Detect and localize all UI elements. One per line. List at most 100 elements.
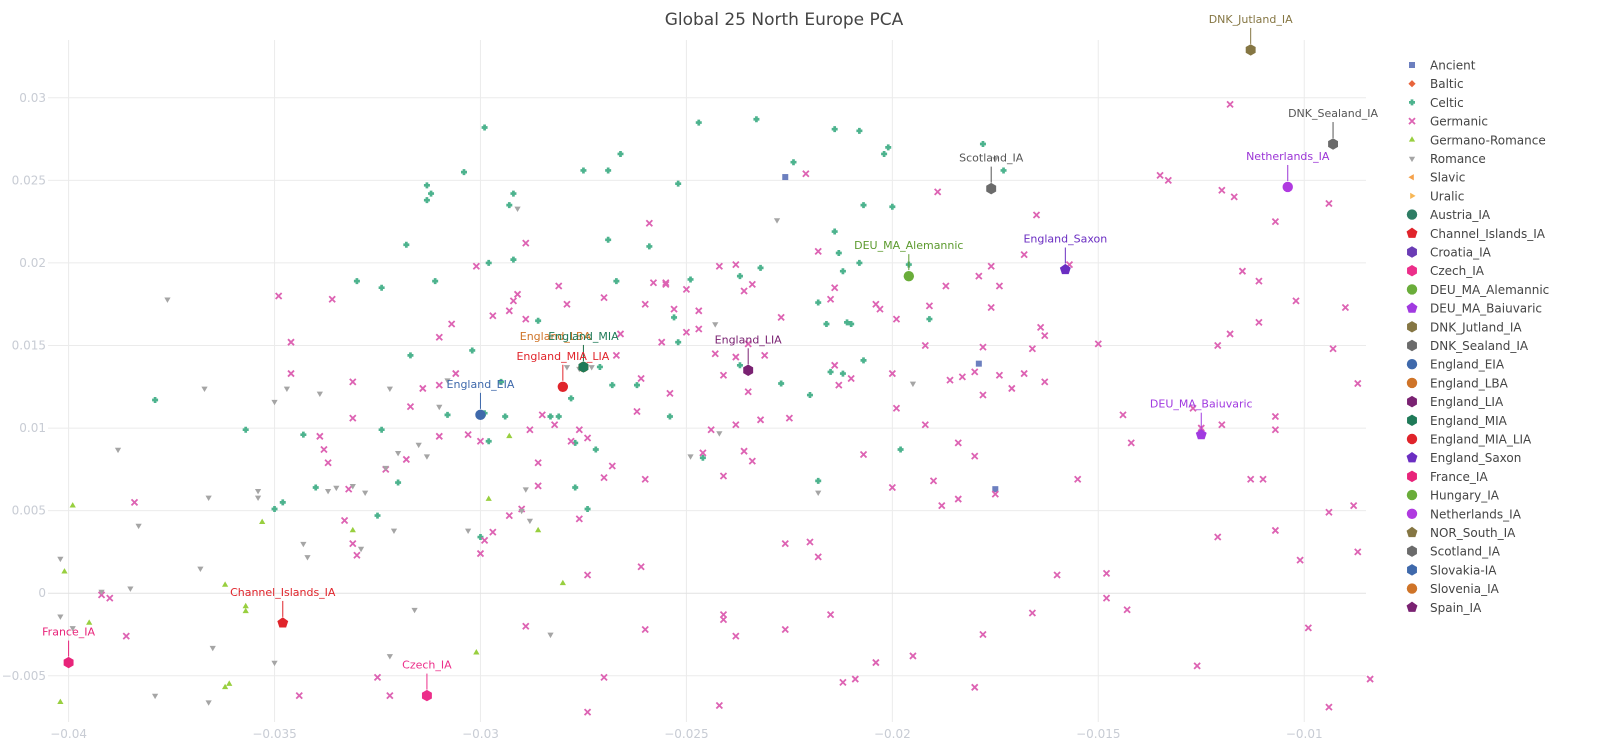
legend-marker	[1407, 470, 1417, 483]
legend-item[interactable]: Croatia_IA	[1407, 246, 1492, 260]
legend-marker	[1410, 192, 1416, 200]
data-point	[436, 404, 443, 411]
data-point	[572, 484, 579, 491]
data-point	[510, 256, 517, 263]
data-point	[839, 678, 847, 687]
data-point	[349, 484, 356, 490]
legend-item[interactable]: Celtic	[1409, 96, 1464, 110]
legend-item[interactable]: Slavic	[1408, 171, 1465, 185]
data-point	[435, 381, 443, 389]
legend-item[interactable]: DEU_MA_Alemannic	[1406, 283, 1549, 297]
data-point	[464, 528, 472, 535]
data-point	[578, 361, 589, 373]
legend-item[interactable]: DEU_MA_Baiuvaric	[1406, 302, 1542, 316]
data-point	[781, 540, 789, 548]
data-point	[1247, 475, 1255, 483]
legend[interactable]: Ancient Baltic Celtic Germanic Germano-Roman…	[1406, 59, 1550, 615]
legend-item[interactable]: Netherlands_IA	[1406, 507, 1522, 521]
data-point	[946, 376, 954, 384]
data-point	[502, 413, 509, 420]
legend-marker	[1408, 156, 1416, 163]
data-point	[1354, 548, 1362, 556]
data-point	[320, 445, 328, 454]
legend-item[interactable]: Austria_IA	[1406, 208, 1491, 222]
legend-item[interactable]: Baltic	[1408, 77, 1464, 91]
data-point	[254, 489, 262, 495]
legend-item[interactable]: DNK_Sealand_IA	[1407, 339, 1529, 353]
data-point	[489, 528, 497, 536]
legend-label: DEU_MA_Baiuvaric	[1430, 302, 1542, 316]
data-point	[909, 652, 917, 660]
annotation-label: Czech_IA	[402, 659, 452, 672]
data-point	[505, 307, 513, 315]
data-point	[649, 279, 658, 287]
legend-item[interactable]: Uralic	[1410, 189, 1464, 203]
data-point	[856, 259, 863, 266]
data-point	[682, 285, 691, 293]
data-point	[958, 373, 966, 381]
legend-item[interactable]: Slovakia-IA	[1407, 563, 1497, 577]
data-point	[1059, 263, 1071, 275]
legend-label: Hungary_IA	[1430, 489, 1500, 503]
data-point	[1255, 277, 1263, 285]
data-point	[719, 472, 728, 480]
legend-item[interactable]: Ancient	[1409, 59, 1476, 73]
legend-item[interactable]: Germanic	[1408, 115, 1488, 129]
legend-item[interactable]: England_Saxon	[1406, 451, 1522, 465]
data-point	[885, 144, 892, 151]
legend-item[interactable]: Germano-Romance	[1408, 133, 1546, 147]
data-point	[637, 374, 645, 383]
legend-label: England_MIA	[1430, 414, 1508, 428]
legend-item[interactable]: Slovenia_IA	[1406, 582, 1500, 596]
data-point	[971, 683, 979, 691]
legend-item[interactable]: DNK_Jutland_IA	[1407, 320, 1522, 334]
data-point	[583, 434, 592, 442]
legend-marker	[1407, 321, 1417, 333]
data-point	[1000, 167, 1007, 174]
legend-marker	[1408, 80, 1416, 88]
legend-item[interactable]: Romance	[1408, 152, 1486, 166]
legend-item[interactable]: England_MIA	[1407, 414, 1508, 428]
data-point	[687, 276, 694, 283]
legend-label: Spain_IA	[1430, 601, 1482, 615]
data-point	[1259, 475, 1267, 483]
data-point	[637, 563, 645, 571]
data-point	[666, 413, 673, 420]
legend-label: Slovakia-IA	[1430, 563, 1497, 577]
legend-item[interactable]: England_MIA_LIA	[1406, 433, 1532, 447]
legend-marker	[1407, 395, 1417, 408]
data-point	[151, 693, 159, 700]
series-celtic	[152, 116, 1007, 541]
data-point	[476, 437, 485, 445]
data-point	[279, 499, 286, 506]
legend-item[interactable]: Czech_IA	[1407, 264, 1485, 278]
data-point	[748, 457, 756, 465]
series-england-eia	[475, 409, 486, 421]
annotation-label: DEU_MA_Baiuvaric	[1150, 398, 1253, 411]
data-point	[349, 414, 357, 422]
data-point	[583, 708, 592, 716]
data-point	[563, 300, 571, 308]
data-point	[699, 449, 707, 457]
data-point	[979, 343, 987, 351]
data-point	[641, 475, 649, 483]
legend-item[interactable]: France_IA	[1407, 470, 1488, 484]
legend-item[interactable]: Channel_Islands_IA	[1406, 227, 1546, 241]
data-point	[226, 680, 233, 686]
legend-item[interactable]: Hungary_IA	[1406, 489, 1500, 503]
data-point	[605, 236, 612, 243]
legend-item[interactable]: England_LBA	[1406, 376, 1509, 390]
data-point	[1271, 412, 1280, 421]
legend-label: Austria_IA	[1430, 208, 1491, 222]
data-point	[1304, 624, 1312, 632]
data-point	[205, 495, 212, 502]
legend-item[interactable]: Spain_IA	[1406, 601, 1483, 615]
legend-item[interactable]: NOR_South_IA	[1406, 526, 1517, 540]
data-point	[600, 673, 608, 682]
legend-item[interactable]: Scotland_IA	[1407, 545, 1501, 559]
data-point	[407, 352, 414, 359]
legend-marker	[1406, 209, 1418, 220]
legend-item[interactable]: England_EIA	[1406, 358, 1505, 372]
data-point	[926, 316, 933, 323]
legend-item[interactable]: England_LIA	[1407, 395, 1504, 409]
